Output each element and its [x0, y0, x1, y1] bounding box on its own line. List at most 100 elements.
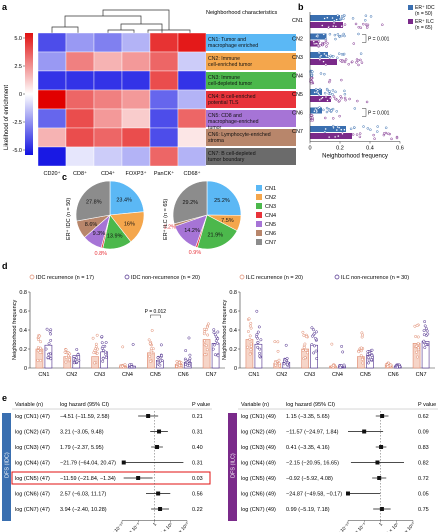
- data-point: [328, 32, 332, 36]
- ilc-data-point: [386, 365, 390, 369]
- data-point: [365, 100, 369, 104]
- data-point: [318, 106, 321, 109]
- data-point: [334, 97, 337, 101]
- ilc-legend-label: ILC recurrence (n = 20): [246, 275, 303, 281]
- data-point: [334, 90, 337, 94]
- ilc-data-point: [248, 334, 252, 338]
- column-label: CD68⁺: [184, 170, 201, 177]
- panel-b-strip-plot: CN1 CN2 CN3 CN4 CN5 CN6 CN7 0 0.2 0.4 0.6 Neighborh…: [292, 5, 435, 160]
- ilc-p-value: 0.82: [418, 461, 429, 467]
- data-point: [344, 98, 347, 102]
- ilc-variable: log (CN1) (49): [241, 414, 276, 420]
- ilc-ci: 0.99 (−5.19, 7.18): [286, 507, 330, 513]
- data-point: [324, 116, 327, 120]
- heatmap-cell: [93, 32, 123, 53]
- idc-data-point: [178, 364, 182, 368]
- ilc-data-point: [301, 330, 305, 334]
- bar-ilc: [310, 133, 352, 139]
- idc-header: P value: [192, 402, 210, 408]
- data-point: [340, 96, 343, 100]
- ilc-data-point: [302, 346, 306, 349]
- idc-data-point: [100, 341, 104, 345]
- data-point: [325, 45, 328, 48]
- ilc-data-point: [423, 320, 427, 324]
- idc-category-label: CN3: [94, 372, 105, 378]
- idc-ci: 1.79 (−2.37, 5.95): [60, 445, 104, 451]
- data-point: [354, 22, 358, 26]
- data-point: [317, 91, 320, 95]
- ilc-data-point: [273, 361, 277, 365]
- data-point: [353, 126, 356, 129]
- idc-data-point: [64, 355, 68, 359]
- idc-side-label: DFS (IDC): [5, 452, 11, 478]
- ilc-data-point: [257, 325, 261, 329]
- ilc-data-point: [284, 343, 288, 347]
- ilc-data-point: [330, 342, 334, 346]
- idc-ci: 3.21 (−3.05, 9.48): [60, 430, 104, 436]
- data-point: [328, 78, 332, 82]
- heatmap-cell: [149, 146, 179, 167]
- ilc-ci: −24.87 (−49.58, −0.17): [286, 492, 342, 498]
- ilc-variable: log (CN2) (49): [241, 430, 276, 436]
- idc-pie-slice-label: 8.6%: [85, 222, 98, 228]
- idc-data-point: [72, 357, 76, 361]
- ilc-side-label: DFS (ILC): [231, 453, 237, 478]
- data-point: [325, 87, 329, 91]
- ilc-data-point: [249, 321, 253, 325]
- heatmap-cell: [37, 51, 67, 72]
- legend-swatch: [256, 221, 262, 227]
- ilc-legend-marker: [239, 274, 245, 280]
- data-point: [336, 33, 340, 36]
- data-point: [325, 110, 329, 114]
- ilc-variable: log (CN7) (49): [241, 507, 276, 513]
- idc-data-point: [203, 353, 207, 357]
- legend-label-line: ER⁺ IDC: [415, 5, 435, 11]
- ilc-x-tick-label: 1 × 10¹⁰: [401, 522, 416, 532]
- data-point: [324, 127, 327, 131]
- legend-label: ER⁺ IDC (n = 50): [415, 5, 435, 17]
- ilc-data-point: [249, 344, 253, 348]
- ilc-pie-slice: [197, 214, 238, 250]
- ilc-side-band: [228, 413, 237, 521]
- ilc-data-point: [398, 365, 402, 369]
- idc-data-point: [206, 322, 210, 326]
- ilc-data-point: [361, 361, 365, 365]
- heatmap-cell: [149, 32, 179, 53]
- row-label-box: [206, 53, 296, 70]
- idc-data-point: [47, 342, 51, 346]
- idc-category-label: CN1: [38, 372, 49, 378]
- panel-label-b: b: [298, 2, 304, 12]
- row-label: CN6: [292, 111, 303, 117]
- data-point: [358, 135, 362, 139]
- colorbar-tick-label: -2.5: [13, 120, 22, 126]
- idc-pie-slice-label: 23.4%: [116, 197, 132, 203]
- ilc-y-tick-label: 0.2: [229, 347, 237, 353]
- data-point: [348, 97, 351, 101]
- heatmap-cell: [93, 108, 123, 129]
- ilc-bar: [366, 355, 374, 369]
- row-label: CN1: Tumor and macrophage enriched: [208, 37, 258, 49]
- data-point: [343, 96, 347, 100]
- heatmap-cell: [121, 51, 151, 72]
- idc-data-point: [64, 360, 68, 364]
- ilc-data-point: [341, 350, 345, 354]
- ilc-data-point: [369, 358, 373, 362]
- data-point: [369, 15, 373, 18]
- idc-data-point: [49, 332, 53, 336]
- ilc-data-point: [306, 351, 309, 355]
- idc-legend-marker: [29, 274, 35, 280]
- ilc-data-point: [425, 329, 429, 333]
- heatmap-cell: [121, 127, 151, 148]
- legend-label: CN7: [265, 240, 276, 246]
- legend-swatch: [256, 185, 262, 191]
- heatmap-cell: [149, 51, 179, 72]
- idc-variable: log (CN2) (47): [15, 430, 50, 436]
- idc-category-label: CN2: [66, 372, 77, 378]
- ilc-data-point: [303, 342, 307, 346]
- data-point: [335, 18, 338, 21]
- data-point: [340, 78, 343, 82]
- ilc-data-point: [342, 363, 346, 367]
- idc-variable: log (CN1) (47): [15, 414, 50, 420]
- bar-ilc: [310, 22, 343, 28]
- heatmap-cell: [121, 70, 151, 91]
